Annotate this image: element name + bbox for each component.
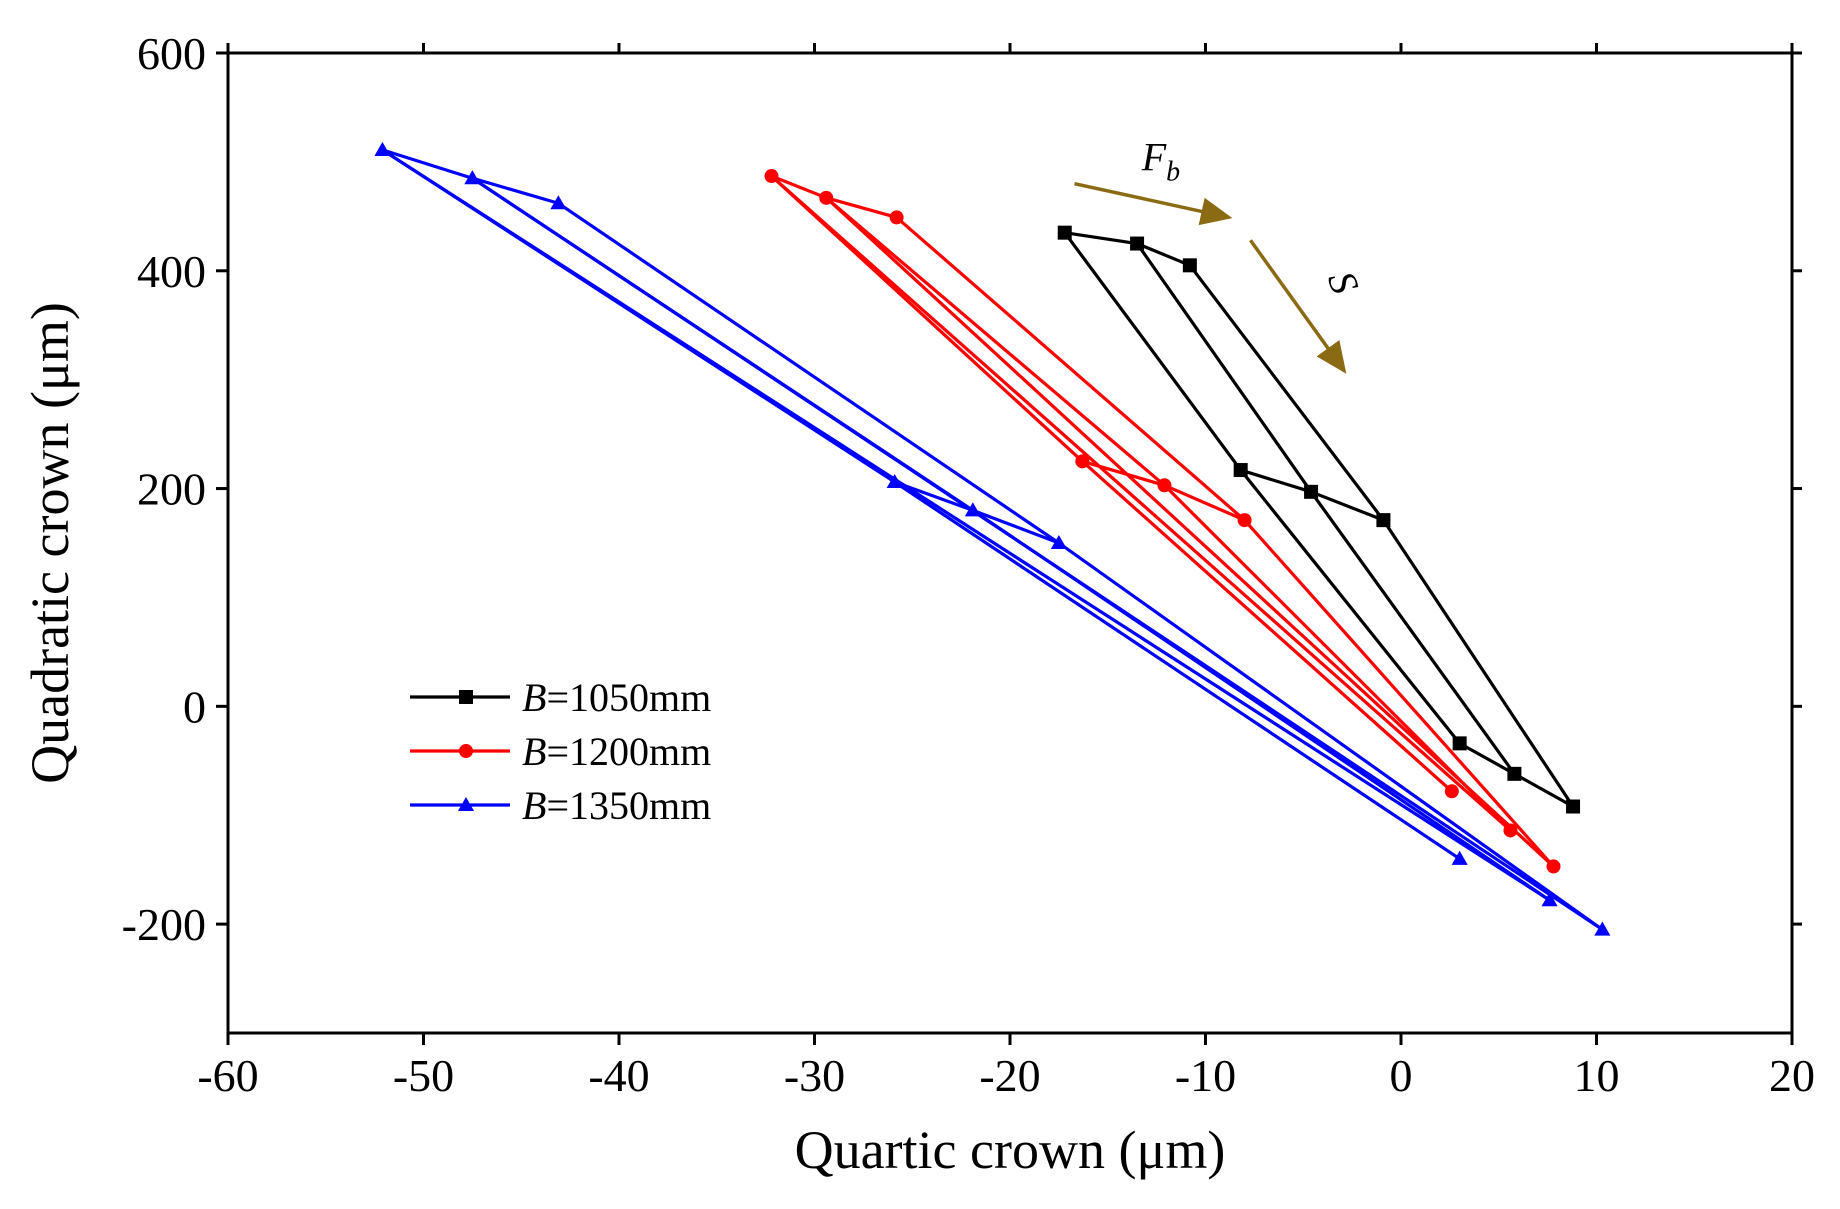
- series-line-segment: [824, 196, 1556, 869]
- data-point: [550, 195, 567, 210]
- data-point: [1304, 484, 1319, 499]
- series-line-segment: [1080, 459, 1454, 793]
- series-line-segment: [1162, 483, 1247, 522]
- data-point: [1057, 225, 1072, 240]
- data-point: [1451, 850, 1468, 865]
- annotation-label-s: S: [1319, 265, 1368, 299]
- data-point: [1566, 799, 1581, 814]
- annotation-label-fb: Fb: [1141, 135, 1180, 188]
- y-tick-label: -200: [122, 899, 206, 950]
- data-point: [819, 190, 834, 205]
- data-point: [1130, 236, 1145, 251]
- series-line-segment: [1135, 241, 1192, 267]
- series-line-segment: [1512, 772, 1575, 809]
- series-line-segment: [893, 480, 1462, 861]
- y-tick-label: 200: [137, 464, 206, 515]
- series-line-segment: [1188, 263, 1386, 522]
- data-point: [1452, 736, 1467, 751]
- series-line-segment: [769, 174, 828, 200]
- x-tick-label: -20: [979, 1050, 1040, 1101]
- data-point: [1157, 478, 1172, 493]
- series-line-segment: [1309, 490, 1386, 522]
- x-tick-label: -30: [784, 1050, 845, 1101]
- legend-marker: [459, 744, 473, 758]
- y-axis-title: Quadratic crown (μm): [20, 302, 80, 784]
- series-1-markers: [764, 169, 1561, 874]
- legend-marker: [457, 796, 475, 812]
- series-line-segment: [1458, 741, 1516, 776]
- series-2-lines: [380, 148, 1604, 932]
- data-point: [889, 210, 904, 225]
- series-line-segment: [1239, 468, 1313, 494]
- x-axis-title: Quartic crown (μm): [795, 1120, 1226, 1180]
- series-line-segment: [556, 201, 1061, 545]
- series-line-segment: [824, 196, 1167, 487]
- legend-marker: [459, 690, 473, 704]
- legend-item-2: B=1350mm: [410, 783, 711, 828]
- data-point: [1594, 921, 1611, 936]
- data-point: [1075, 454, 1090, 469]
- x-tick-label: 10: [1574, 1050, 1620, 1101]
- plot-lines: [380, 148, 1604, 932]
- data-point: [374, 141, 391, 156]
- series-line-segment: [380, 148, 1552, 902]
- y-axis: -200 0 200 400 600: [122, 28, 1802, 950]
- legend-label: B=1350mm: [522, 783, 711, 828]
- series-line-segment: [1057, 541, 1604, 932]
- series-line-segment: [1239, 468, 1462, 745]
- series-line-segment: [380, 148, 474, 180]
- data-point: [1507, 766, 1522, 781]
- data-point: [1237, 513, 1252, 528]
- y-tick-label: 400: [137, 246, 206, 297]
- legend-item-1: B=1200mm: [410, 729, 711, 774]
- series-2-markers: [374, 141, 1611, 936]
- x-tick-label: 20: [1769, 1050, 1815, 1101]
- data-point: [464, 170, 481, 185]
- legend: B=1050mm B=1200mm B=1350mm: [410, 675, 711, 828]
- annotations: Fb S: [1074, 135, 1368, 374]
- series-1-lines: [769, 174, 1556, 869]
- series-line-segment: [470, 176, 560, 205]
- data-point: [1233, 463, 1248, 478]
- data-point: [1546, 859, 1561, 874]
- x-tick-label: 0: [1390, 1050, 1413, 1101]
- series-line-segment: [1381, 518, 1575, 809]
- x-tick-label: -60: [197, 1050, 258, 1101]
- y-tick-label: 600: [137, 28, 206, 79]
- legend-label: B=1050mm: [522, 675, 711, 720]
- series-line-segment: [895, 215, 1247, 522]
- data-point: [1503, 823, 1518, 838]
- data-point: [764, 169, 779, 184]
- x-tick-label: -40: [588, 1050, 649, 1101]
- series-line-segment: [1063, 231, 1139, 246]
- y-tick-label: 0: [183, 681, 206, 732]
- series-line-segment: [971, 508, 1061, 545]
- series-line-segment: [824, 196, 899, 220]
- series-0-lines: [1063, 231, 1575, 809]
- legend-label: B=1200mm: [522, 729, 711, 774]
- legend-item-0: B=1050mm: [410, 675, 711, 720]
- data-point: [1444, 784, 1459, 799]
- data-point: [1541, 892, 1558, 907]
- series-0-markers: [1057, 225, 1581, 814]
- data-point: [964, 502, 981, 517]
- series-line-segment: [470, 176, 1604, 932]
- series-line-segment: [1309, 490, 1516, 776]
- plot-markers: [374, 141, 1611, 936]
- series-line-segment: [1242, 518, 1556, 869]
- annotation-arrow-fb: [1074, 181, 1233, 226]
- series-line-segment: [1135, 241, 1313, 494]
- series-line-segment: [1063, 231, 1243, 472]
- x-axis: -60 -50 -40 -30 -20 -10 0 10 20: [197, 43, 1815, 1101]
- x-tick-label: -50: [393, 1050, 454, 1101]
- data-point: [1182, 258, 1197, 273]
- series-line-segment: [769, 174, 1513, 833]
- annotation-arrow-s: [1249, 239, 1347, 374]
- x-tick-label: -10: [1175, 1050, 1236, 1101]
- data-point: [886, 473, 903, 489]
- data-point: [1050, 534, 1067, 550]
- data-point: [1376, 513, 1391, 528]
